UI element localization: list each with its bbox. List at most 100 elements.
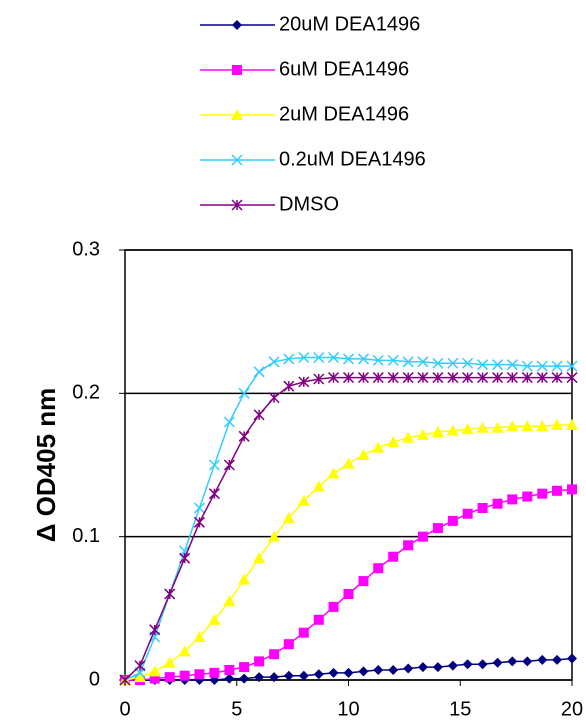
- marker-shape: [283, 353, 295, 365]
- marker-shape: [506, 372, 518, 384]
- marker: [231, 154, 243, 166]
- marker: [343, 667, 354, 678]
- marker: [298, 670, 309, 681]
- marker: [416, 428, 429, 440]
- marker: [492, 498, 503, 509]
- marker: [232, 20, 242, 30]
- marker: [477, 372, 489, 384]
- marker-shape: [537, 488, 548, 499]
- marker-shape: [551, 372, 563, 384]
- marker-shape: [432, 523, 443, 534]
- marker: [163, 656, 176, 668]
- marker-shape: [477, 659, 488, 670]
- marker: [417, 372, 429, 384]
- marker-shape: [372, 372, 384, 384]
- marker: [477, 359, 489, 371]
- marker: [387, 436, 400, 448]
- marker: [537, 654, 548, 665]
- marker: [342, 457, 355, 469]
- marker-shape: [298, 627, 309, 638]
- marker-shape: [372, 354, 384, 366]
- marker: [492, 372, 504, 384]
- marker: [507, 494, 518, 505]
- marker: [313, 669, 324, 680]
- marker-shape: [208, 613, 221, 625]
- marker-shape: [238, 430, 250, 442]
- marker: [223, 595, 236, 607]
- marker-shape: [387, 436, 400, 448]
- marker-shape: [387, 354, 399, 366]
- marker-shape: [342, 457, 355, 469]
- marker: [522, 491, 533, 502]
- marker-shape: [403, 663, 414, 674]
- marker: [313, 373, 325, 385]
- marker-shape: [567, 484, 577, 495]
- marker: [372, 441, 385, 453]
- marker: [552, 485, 563, 496]
- marker-shape: [268, 392, 280, 404]
- marker-shape: [254, 656, 265, 667]
- marker-shape: [551, 418, 564, 430]
- marker: [567, 484, 577, 495]
- marker-shape: [232, 20, 242, 30]
- marker: [506, 420, 519, 432]
- marker-shape: [163, 656, 176, 668]
- marker-shape: [358, 576, 369, 587]
- marker-shape: [536, 372, 548, 384]
- marker-shape: [566, 372, 578, 384]
- marker-shape: [507, 494, 518, 505]
- marker: [402, 356, 414, 368]
- marker: [342, 372, 355, 384]
- marker-shape: [552, 654, 563, 665]
- marker: [193, 502, 205, 514]
- marker: [164, 672, 175, 683]
- marker-shape: [492, 657, 503, 668]
- marker: [238, 430, 250, 442]
- marker: [269, 672, 280, 683]
- marker-shape: [327, 351, 340, 364]
- marker-shape: [402, 431, 415, 443]
- marker: [238, 387, 250, 399]
- marker: [253, 409, 265, 421]
- marker: [343, 589, 354, 599]
- marker-shape: [431, 426, 444, 438]
- marker: [268, 356, 280, 368]
- marker: [208, 488, 220, 500]
- marker-shape: [447, 660, 458, 671]
- marker: [358, 666, 369, 677]
- marker-shape: [297, 494, 310, 506]
- marker-shape: [178, 645, 191, 657]
- marker-shape: [313, 351, 325, 364]
- marker-shape: [521, 360, 533, 372]
- marker-shape: [238, 387, 250, 399]
- marker: [239, 662, 250, 673]
- marker-shape: [446, 424, 459, 436]
- marker-shape: [313, 614, 324, 625]
- marker: [492, 359, 504, 371]
- marker-shape: [209, 667, 220, 678]
- marker-shape: [402, 372, 414, 384]
- marker-shape: [268, 530, 281, 542]
- marker-shape: [149, 673, 160, 684]
- marker-shape: [312, 480, 325, 492]
- legend-label: 6uM DEA1496: [279, 58, 409, 80]
- marker: [447, 660, 458, 671]
- marker: [209, 667, 220, 678]
- marker: [253, 366, 265, 378]
- marker-shape: [462, 508, 473, 519]
- marker-shape: [536, 360, 548, 372]
- marker-shape: [566, 418, 578, 430]
- marker: [537, 488, 548, 499]
- marker: [224, 664, 235, 675]
- marker: [254, 656, 265, 667]
- marker-shape: [417, 531, 428, 542]
- marker: [357, 372, 370, 384]
- marker-shape: [461, 423, 474, 435]
- marker: [387, 372, 399, 384]
- marker-shape: [254, 672, 265, 683]
- marker: [551, 372, 563, 384]
- marker: [522, 656, 533, 667]
- marker-shape: [342, 372, 355, 384]
- marker-shape: [432, 357, 444, 369]
- marker-shape: [232, 65, 242, 75]
